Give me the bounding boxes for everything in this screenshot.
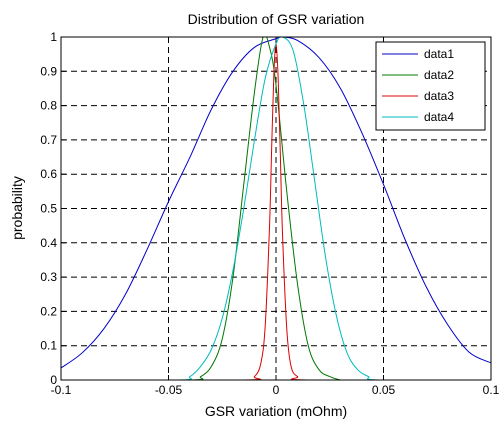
y-axis-label: probability [9, 176, 25, 240]
y-tick-label: 0.2 [40, 304, 57, 318]
legend: data1 data2 data3 data4 [375, 41, 486, 131]
axis-ticks: -0.1 -0.05 0 0.05 0.1 0 0.1 0.2 0.3 0.4 0.5 0.6 0.7 0… [40, 30, 499, 397]
y-tick-label: 0.6 [40, 167, 57, 181]
y-tick-label: 1 [50, 30, 57, 44]
x-axis-label: GSR variation (mOhm) [205, 403, 347, 419]
y-tick-label: 0.4 [40, 236, 57, 250]
y-tick-label: 0 [50, 373, 57, 387]
x-tick-label: -0.05 [155, 383, 183, 397]
x-tick-label: -0.1 [51, 383, 72, 397]
x-tick-label: 0.05 [372, 383, 396, 397]
legend-label-data4: data4 [424, 110, 454, 124]
legend-label-data1: data1 [424, 47, 454, 61]
legend-label-data3: data3 [424, 89, 454, 103]
x-tick-label: 0.1 [483, 383, 500, 397]
y-tick-label: 0.3 [40, 270, 57, 284]
chart-title: Distribution of GSR variation [188, 11, 365, 27]
y-tick-label: 0.7 [40, 133, 57, 147]
y-tick-label: 0.9 [40, 64, 57, 78]
x-tick-label: 0 [273, 383, 280, 397]
grid [61, 37, 491, 380]
legend-label-data2: data2 [424, 68, 454, 82]
y-tick-label: 0.8 [40, 99, 57, 113]
legend-box [375, 41, 486, 131]
y-tick-label: 0.1 [40, 339, 57, 353]
y-tick-label: 0.5 [40, 202, 57, 216]
